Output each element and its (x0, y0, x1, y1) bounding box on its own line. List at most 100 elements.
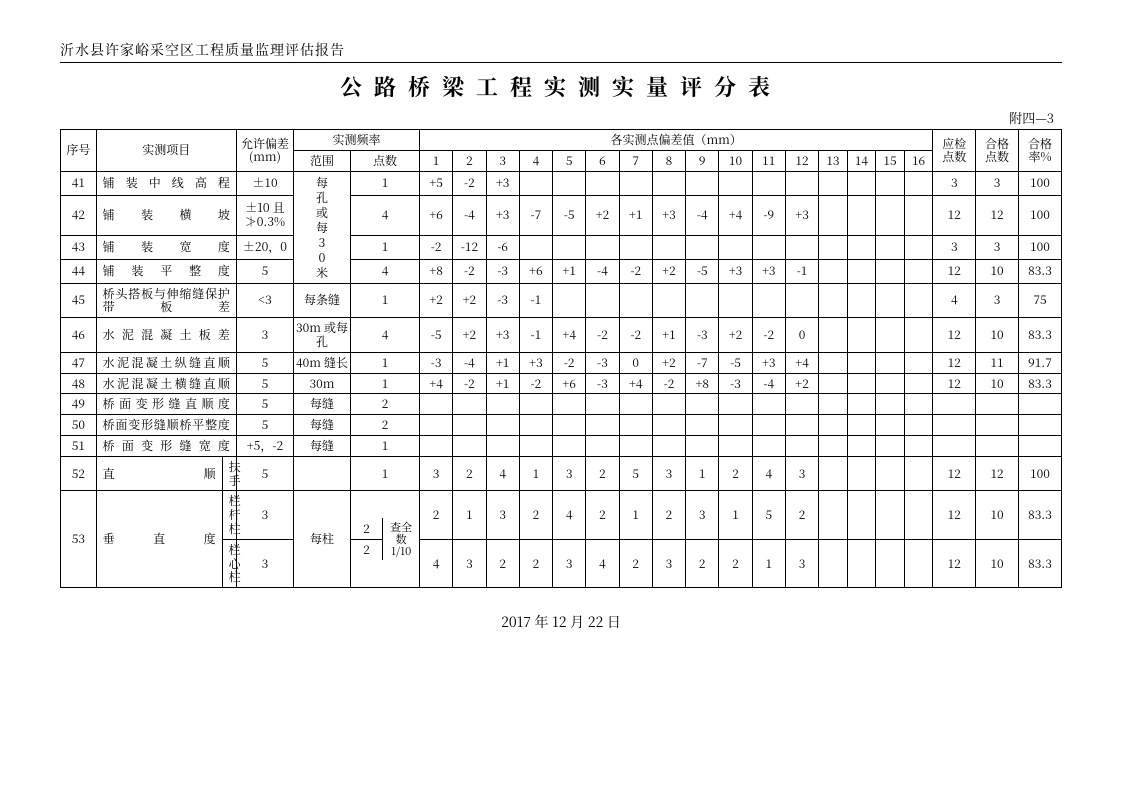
project: 直顺 (96, 456, 222, 491)
dev-10: 1 (719, 491, 752, 539)
pass: 10 (976, 539, 1019, 587)
tolerance: +5，-2 (236, 435, 293, 456)
dev-1 (419, 415, 452, 436)
dev-7: -2 (619, 318, 652, 353)
dev-1: -2 (419, 235, 452, 259)
dev-12: 3 (785, 456, 818, 491)
pass: 12 (976, 456, 1019, 491)
col-dev-15: 15 (876, 150, 905, 171)
dev-2 (453, 415, 486, 436)
tolerance: 5 (236, 352, 293, 373)
rate: 83.3 (1018, 491, 1061, 539)
dev-6 (586, 235, 619, 259)
dev-14 (847, 373, 876, 394)
col-dev-1: 1 (419, 150, 452, 171)
project-sub: 扶手 (222, 456, 236, 491)
col-dev-4: 4 (519, 150, 552, 171)
should (933, 394, 976, 415)
dev-4 (519, 394, 552, 415)
dev-2: -12 (453, 235, 486, 259)
dev-8 (652, 435, 685, 456)
pass (976, 435, 1019, 456)
dev-4 (519, 415, 552, 436)
dev-16 (904, 415, 933, 436)
dev-13 (819, 195, 848, 235)
dev-1 (419, 394, 452, 415)
col-dev-5: 5 (553, 150, 586, 171)
freq-range: 40m 缝长 (293, 352, 350, 373)
project: 水泥混凝土纵缝直顺 (96, 352, 236, 373)
dev-14 (847, 259, 876, 283)
dev-10 (719, 415, 752, 436)
tolerance: 3 (236, 491, 293, 539)
dev-2: -2 (453, 373, 486, 394)
dev-11: 5 (752, 491, 785, 539)
dev-1: -5 (419, 318, 452, 353)
dev-16 (904, 373, 933, 394)
dev-9 (686, 283, 719, 318)
dev-3: +3 (486, 195, 519, 235)
seq: 50 (61, 415, 97, 436)
dev-16 (904, 456, 933, 491)
dev-5: 4 (553, 491, 586, 539)
dev-12: +3 (785, 195, 818, 235)
dev-14 (847, 318, 876, 353)
freq-points: 2查全数1/102 (351, 491, 420, 588)
header-text: 沂水县许家峪采空区工程质量监理评估报告 (60, 40, 1062, 60)
dev-10 (719, 171, 752, 195)
dev-1: 2 (419, 491, 452, 539)
dev-9: -4 (686, 195, 719, 235)
project: 水泥混凝土板差 (96, 318, 236, 353)
dev-8: 2 (652, 491, 685, 539)
dev-11 (752, 435, 785, 456)
dev-12: 0 (785, 318, 818, 353)
dev-8 (652, 171, 685, 195)
pass: 10 (976, 491, 1019, 539)
dev-2 (453, 435, 486, 456)
pass: 3 (976, 235, 1019, 259)
should: 12 (933, 352, 976, 373)
dev-15 (876, 373, 905, 394)
dev-12 (785, 171, 818, 195)
freq-points: 2 (351, 394, 420, 415)
col-dev-12: 12 (785, 150, 818, 171)
dev-3 (486, 435, 519, 456)
pass: 10 (976, 318, 1019, 353)
dev-8 (652, 235, 685, 259)
freq-range: 30m (293, 373, 350, 394)
freq-range: 每缝 (293, 435, 350, 456)
col-dev-13: 13 (819, 150, 848, 171)
project: 桥面变形缝直顺度 (96, 394, 236, 415)
dev-14 (847, 491, 876, 539)
project-sub: 栏心柱 (222, 539, 236, 587)
dev-1: 3 (419, 456, 452, 491)
tolerance: ±10 (236, 171, 293, 195)
dev-14 (847, 171, 876, 195)
col-dev-9: 9 (686, 150, 719, 171)
project: 铺装宽度 (96, 235, 236, 259)
pass (976, 394, 1019, 415)
dev-6: +2 (586, 195, 619, 235)
dev-2: 3 (453, 539, 486, 587)
dev-2: -4 (453, 352, 486, 373)
dev-12 (785, 415, 818, 436)
dev-3: +1 (486, 352, 519, 373)
dev-2: +2 (453, 318, 486, 353)
col-freq-group: 实测频率 (293, 130, 419, 151)
pass: 11 (976, 352, 1019, 373)
col-dev-8: 8 (652, 150, 685, 171)
dev-10 (719, 235, 752, 259)
score-table: 序号实测项目允许偏差(mm)实测频率各实测点偏差值（mm）应检点数合格点数合格率… (60, 129, 1062, 588)
dev-4: -1 (519, 283, 552, 318)
dev-13 (819, 373, 848, 394)
dev-13 (819, 283, 848, 318)
dev-4: -2 (519, 373, 552, 394)
tolerance: 5 (236, 259, 293, 283)
dev-1: +4 (419, 373, 452, 394)
dev-7: 0 (619, 352, 652, 373)
tolerance: 3 (236, 539, 293, 587)
dev-11: -9 (752, 195, 785, 235)
dev-9 (686, 435, 719, 456)
should (933, 435, 976, 456)
dev-9: +8 (686, 373, 719, 394)
